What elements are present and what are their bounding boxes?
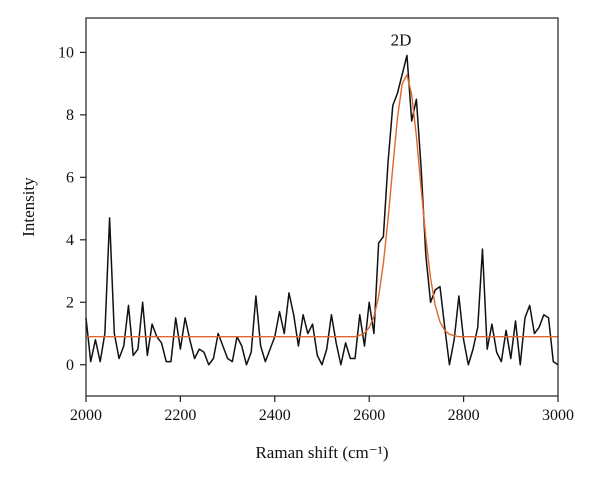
y-tick-label: 4 xyxy=(66,232,74,249)
x-tick-label: 2200 xyxy=(164,407,196,424)
x-axis-label: Raman shift (cm⁻¹) xyxy=(255,443,388,462)
annotation: 2D xyxy=(391,30,412,49)
series-line xyxy=(86,74,558,338)
plot-frame xyxy=(85,17,559,397)
y-axis-label: Intensity xyxy=(19,177,38,237)
x-tick-label: 2600 xyxy=(353,407,385,424)
y-tick-label: 8 xyxy=(66,107,74,124)
y-tick-label: 6 xyxy=(66,169,74,186)
x-tick-label: 2000 xyxy=(70,407,102,424)
x-tick-label: 3000 xyxy=(542,407,574,424)
y-tick-label: 10 xyxy=(58,44,74,61)
series-line xyxy=(85,54,559,366)
y-tick-label: 2 xyxy=(66,294,74,311)
x-tick-label: 2800 xyxy=(448,407,480,424)
y-tick-label: 0 xyxy=(66,357,74,374)
x-tick-label: 2400 xyxy=(259,407,291,424)
